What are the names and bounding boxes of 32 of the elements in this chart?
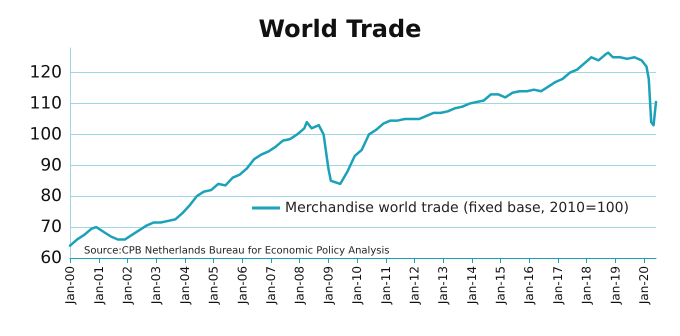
- x-tick-label: Jan-04: [178, 266, 192, 306]
- x-tick-label: Jan-03: [149, 266, 164, 306]
- x-tick-label: Jan-18: [580, 266, 594, 306]
- x-tick-label: Jan-17: [551, 266, 566, 306]
- x-tick-label: Jan-14: [464, 266, 479, 306]
- x-tick-label: Jan-01: [92, 266, 106, 306]
- x-tick-label: Jan-09: [321, 266, 336, 306]
- annotation: Source:CPB Netherlands Bureau for Economic Policy Analysis: [84, 246, 390, 256]
- x-tick-label: Jan-10: [350, 266, 364, 306]
- y-tick-label: 120: [30, 62, 62, 83]
- x-tick-label: Jan-20: [637, 266, 652, 306]
- x-tick-label: Jan-05: [206, 266, 221, 306]
- x-tick-label: Jan-12: [407, 266, 422, 306]
- y-tick-label: 110: [30, 94, 62, 114]
- chart-title: World Trade: [258, 15, 422, 43]
- legend-label: Merchandise world trade (fixed base, 2010=100): [285, 200, 630, 216]
- y-tick-label: 100: [30, 124, 62, 144]
- x-tick-label: Jan-00: [63, 266, 77, 306]
- x-tick-label: Jan-08: [292, 266, 307, 306]
- y-tick-label: 90: [40, 155, 62, 176]
- x-tick-label: Jan-19: [608, 266, 622, 306]
- x-tick-label: Jan-02: [120, 266, 134, 306]
- x-tick-label: Jan-13: [436, 266, 450, 306]
- y-tick-label: 80: [40, 186, 62, 206]
- y-tick-label: 70: [40, 217, 62, 238]
- x-tick-label: Jan-15: [494, 266, 508, 306]
- x-tick-label: Jan-11: [378, 266, 393, 306]
- x-tick-label: Jan-07: [264, 266, 278, 306]
- x-tick-label: Jan-06: [235, 266, 250, 306]
- x-tick-label: Jan-16: [522, 266, 536, 306]
- line-series: [68, 51, 658, 247]
- y-tick-label: 60: [40, 248, 62, 268]
